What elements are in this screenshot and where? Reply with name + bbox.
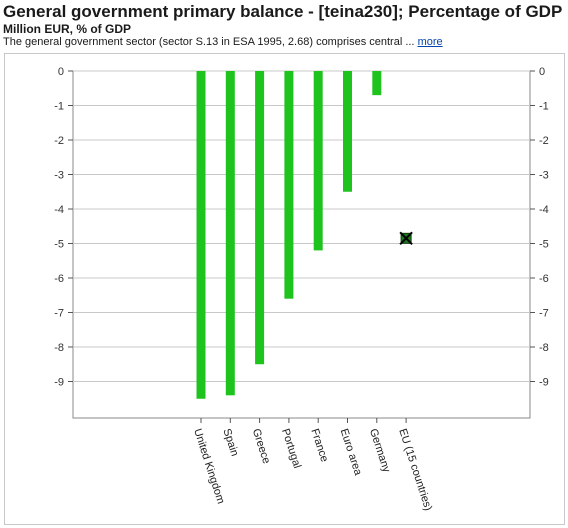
y-tick-label-left: -4 <box>54 204 64 216</box>
y-tick-label-right: -7 <box>539 308 549 320</box>
y-tick-label-right: -1 <box>539 101 549 113</box>
x-tick-label: Greece <box>250 427 273 465</box>
x-tick-label: EU (15 countries) <box>396 427 434 512</box>
y-tick-label-left: 0 <box>58 66 64 78</box>
bar <box>196 71 206 399</box>
description-text: The general government sector (sector S.… <box>3 36 415 48</box>
bar <box>313 71 323 251</box>
y-tick-label-left: -8 <box>54 342 64 354</box>
y-tick-label-right: -6 <box>539 273 549 285</box>
y-tick-label-right: -8 <box>539 342 549 354</box>
y-tick-label-left: -9 <box>54 377 64 389</box>
x-tick-label: Portugal <box>279 427 303 470</box>
y-tick-label-left: -1 <box>54 101 64 113</box>
x-tick-label: France <box>308 427 330 463</box>
y-tick-label-left: -2 <box>54 135 64 147</box>
x-tick-label: Euro area <box>338 427 365 477</box>
chart-title: General government primary balance - [te… <box>3 2 563 21</box>
y-tick-label-left: -7 <box>54 308 64 320</box>
more-link[interactable]: more <box>417 36 443 48</box>
y-tick-label-right: 0 <box>539 66 545 78</box>
y-tick-label-right: -4 <box>539 204 549 216</box>
plot-area <box>72 70 531 419</box>
y-tick-label-left: -3 <box>54 170 64 182</box>
bar <box>255 71 265 365</box>
eu-marker-cross-b <box>399 231 413 246</box>
bar <box>225 71 235 396</box>
chart-frame <box>4 53 565 525</box>
x-tick-label: Spain <box>220 427 240 457</box>
y-tick-label-left: -6 <box>54 273 64 285</box>
y-tick-label-right: -2 <box>539 135 549 147</box>
chart-subtitle: Million EUR, % of GDP <box>3 22 131 36</box>
x-tick-label: Germany <box>367 427 393 474</box>
y-tick-label-right: -9 <box>539 377 549 389</box>
bar <box>343 71 352 192</box>
y-tick-label-right: -5 <box>539 239 549 251</box>
bar <box>372 71 382 96</box>
y-tick-label-left: -5 <box>54 239 64 251</box>
x-tick-label: United Kingdom <box>191 427 227 505</box>
y-tick-label-right: -3 <box>539 170 549 182</box>
chart-description: The general government sector (sector S.… <box>3 36 443 48</box>
bar <box>284 71 294 299</box>
